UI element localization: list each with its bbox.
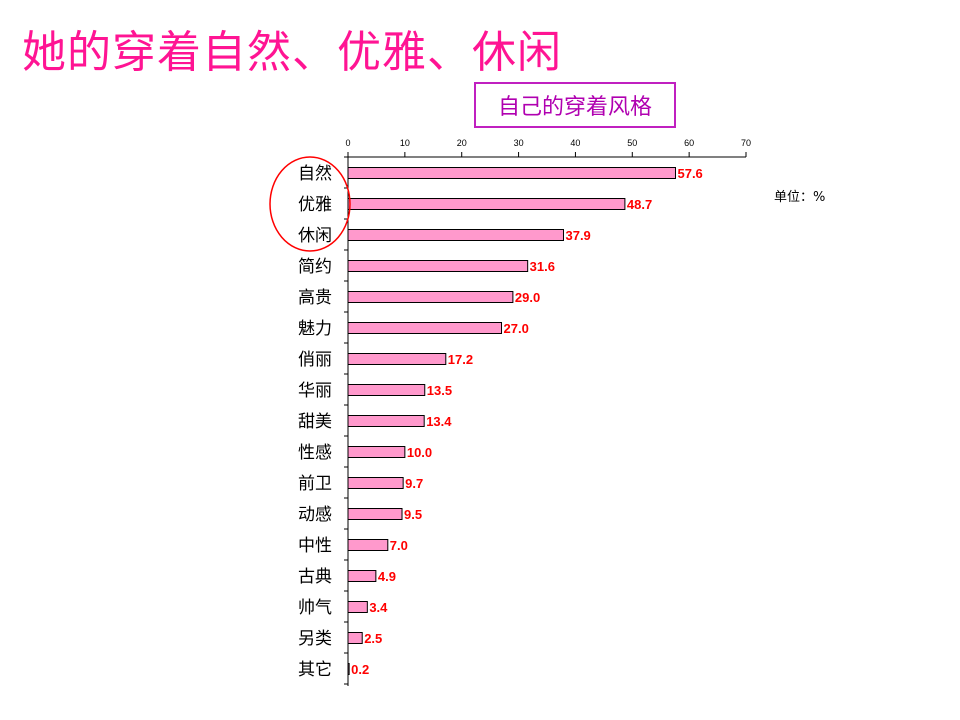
category-label: 魅力 — [298, 319, 332, 339]
value-label: 9.5 — [404, 507, 422, 522]
value-label: 29.0 — [515, 290, 540, 305]
bar-14 — [347, 601, 368, 613]
value-label: 9.7 — [405, 476, 423, 491]
x-tick-label: 50 — [627, 138, 637, 148]
category-label: 性感 — [298, 443, 332, 463]
value-label: 13.4 — [426, 414, 452, 429]
bar-15 — [347, 632, 363, 644]
x-tick-label: 40 — [570, 138, 580, 148]
category-label: 其它 — [298, 660, 332, 680]
bar-4 — [347, 291, 514, 303]
bar-5 — [347, 322, 503, 334]
category-label: 动感 — [298, 505, 332, 525]
bar-8 — [347, 415, 425, 427]
bar-0 — [347, 167, 676, 179]
bar-13 — [347, 570, 377, 582]
category-label: 前卫 — [298, 474, 332, 494]
category-label: 高贵 — [298, 288, 332, 308]
value-label: 7.0 — [390, 538, 408, 553]
x-tick-label: 10 — [400, 138, 410, 148]
x-tick-label: 60 — [684, 138, 694, 148]
highlight-circle — [269, 156, 351, 252]
value-label: 10.0 — [407, 445, 432, 460]
value-label: 31.6 — [530, 259, 555, 274]
category-label: 俏丽 — [298, 350, 332, 370]
headline: 她的穿着自然、优雅、休闲 — [22, 27, 562, 78]
bar-12 — [347, 539, 389, 551]
x-tick-label: 30 — [514, 138, 524, 148]
bar-9 — [347, 446, 406, 458]
value-label: 3.4 — [369, 600, 388, 615]
value-label: 2.5 — [364, 631, 382, 646]
bar-3 — [347, 260, 529, 272]
x-tick-label: 0 — [345, 138, 350, 148]
x-tick-label: 70 — [741, 138, 751, 148]
bar-7 — [347, 384, 426, 396]
chart-title: 自己的穿着风格 — [474, 82, 676, 128]
bar-6 — [347, 353, 447, 365]
bar-10 — [347, 477, 404, 489]
category-label: 休闲 — [298, 226, 332, 246]
unit-label: 单位：% — [774, 190, 826, 205]
value-label: 13.5 — [427, 383, 452, 398]
category-label: 另类 — [298, 629, 332, 649]
category-label: 中性 — [298, 536, 332, 556]
value-label: 48.7 — [627, 197, 652, 212]
x-tick-label: 20 — [457, 138, 467, 148]
value-label: 37.9 — [565, 228, 590, 243]
bar-11 — [347, 508, 403, 520]
bar-1 — [347, 198, 626, 210]
category-label: 帅气 — [298, 598, 332, 618]
value-label: 57.6 — [677, 166, 702, 181]
value-label: 17.2 — [448, 352, 473, 367]
category-label: 古典 — [298, 567, 332, 587]
category-label: 华丽 — [298, 381, 332, 401]
bar-16 — [347, 663, 350, 675]
category-label: 优雅 — [298, 195, 332, 215]
category-label: 甜美 — [298, 412, 332, 432]
bar-2 — [347, 229, 564, 241]
value-label: 0.2 — [351, 662, 369, 677]
value-label: 4.9 — [378, 569, 396, 584]
category-label: 简约 — [298, 257, 332, 277]
category-label: 自然 — [298, 164, 332, 184]
value-label: 27.0 — [504, 321, 529, 336]
